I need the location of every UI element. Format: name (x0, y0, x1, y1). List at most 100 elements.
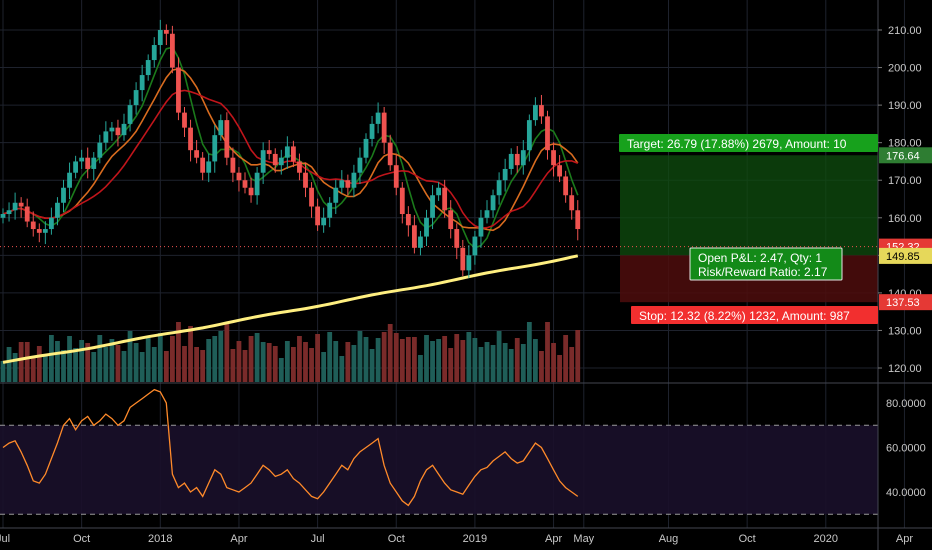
candle-body (533, 105, 538, 121)
volume-bar (315, 334, 320, 382)
candle-body (557, 165, 562, 177)
candle-body (18, 202, 24, 207)
volume-bar (242, 350, 248, 382)
volume-bar (526, 322, 532, 382)
volume-bar (557, 355, 562, 382)
volume-bar (369, 349, 375, 382)
volume-bar (442, 336, 448, 382)
volume-bar (291, 347, 296, 382)
volume-bar (496, 331, 502, 382)
sma-price-badge-text: 149.85 (886, 251, 920, 263)
candle (345, 174, 351, 196)
candle (502, 158, 508, 192)
stop-label[interactable]: Stop: 12.32 (8.22%) 1232, Amount: 987 (631, 306, 878, 324)
price-tick-label: 130.00 (888, 325, 922, 337)
candle-body (206, 161, 212, 173)
candle-body (36, 229, 42, 233)
time-tick-label: Oct (388, 533, 405, 545)
candle (18, 197, 24, 218)
candle-body (539, 105, 544, 117)
volume-bar (321, 352, 327, 382)
candle-body (490, 195, 496, 211)
candle-body (502, 168, 508, 181)
target-label[interactable]: Target: 26.79 (17.88%) 2679, Amount: 10 (619, 134, 878, 152)
candle-body (103, 131, 109, 143)
candle-body (375, 112, 381, 124)
volume-bar (430, 341, 435, 382)
time-axis[interactable]: Jul Oct 2018 Apr Jul Oct 2019 Apr May Aug Oct 2020 A… (0, 533, 913, 545)
candle (200, 152, 206, 181)
sma-price-badge-bg (879, 247, 932, 264)
volume-bar (127, 331, 133, 382)
candle (399, 182, 405, 224)
candle-body (254, 172, 260, 196)
candle (442, 179, 448, 218)
candle (0, 208, 6, 224)
candle-body (236, 172, 242, 181)
volume-bar (24, 342, 30, 382)
volume-bar (6, 347, 12, 382)
candle-body (520, 150, 526, 166)
candle (236, 167, 242, 192)
candle-body (315, 206, 320, 226)
candle (490, 189, 496, 218)
candle-body (575, 210, 581, 230)
volume-bar (375, 338, 381, 382)
candle-body (460, 247, 466, 271)
position-labels[interactable]: Target: 26.79 (17.88%) 2679, Amount: 10 S… (619, 134, 878, 324)
candle-body (284, 146, 290, 158)
target-label-bg (619, 134, 878, 152)
candle-body (357, 157, 363, 173)
volume-bar (484, 342, 490, 382)
candle (472, 230, 478, 265)
candle-body (260, 150, 266, 173)
volume-bar (67, 336, 72, 382)
volume-bar (254, 333, 260, 382)
candle-body (363, 138, 369, 158)
candle (303, 162, 308, 198)
candle (575, 200, 581, 241)
volume-bar (363, 337, 369, 382)
volume-bar (18, 342, 24, 382)
candle-body (563, 176, 569, 196)
volume-bar (339, 356, 345, 382)
volume-bar (520, 344, 526, 382)
candle (248, 177, 254, 203)
candle-body (454, 229, 460, 248)
candle (339, 170, 345, 194)
time-tick-label: 2020 (814, 533, 838, 545)
candle (351, 164, 357, 198)
volume-bar (412, 337, 417, 382)
candle (454, 223, 460, 260)
candle-body (551, 150, 556, 166)
candle-body (194, 150, 199, 158)
time-tick-label: 2019 (463, 533, 487, 545)
price-tick-label: 170.00 (888, 175, 922, 187)
candle-body (79, 157, 85, 162)
candle (79, 149, 85, 169)
ma-fast-line (2, 46, 579, 249)
volume-bar (575, 330, 581, 382)
candle-body (442, 187, 448, 211)
candle (496, 172, 502, 205)
candle-body (67, 172, 72, 188)
volume-bar (145, 338, 151, 382)
stop-price-badge-bg (879, 294, 932, 311)
volume-bar (157, 333, 163, 382)
candle (424, 209, 429, 246)
pnl-label-text: Open P&L: 2.47, Qty: 1 (698, 251, 822, 265)
candle (182, 106, 187, 138)
candle-body (145, 60, 151, 76)
price-axis[interactable]: 210.00200.00190.00180.00170.00160.00150.… (878, 25, 932, 499)
candle (224, 112, 230, 166)
candle (405, 206, 411, 237)
volume-bar (182, 346, 187, 382)
candle-body (42, 229, 48, 233)
volume-bar (218, 331, 224, 382)
volume-bar (448, 348, 454, 382)
candle-body (224, 120, 230, 158)
candle-body (91, 157, 97, 169)
